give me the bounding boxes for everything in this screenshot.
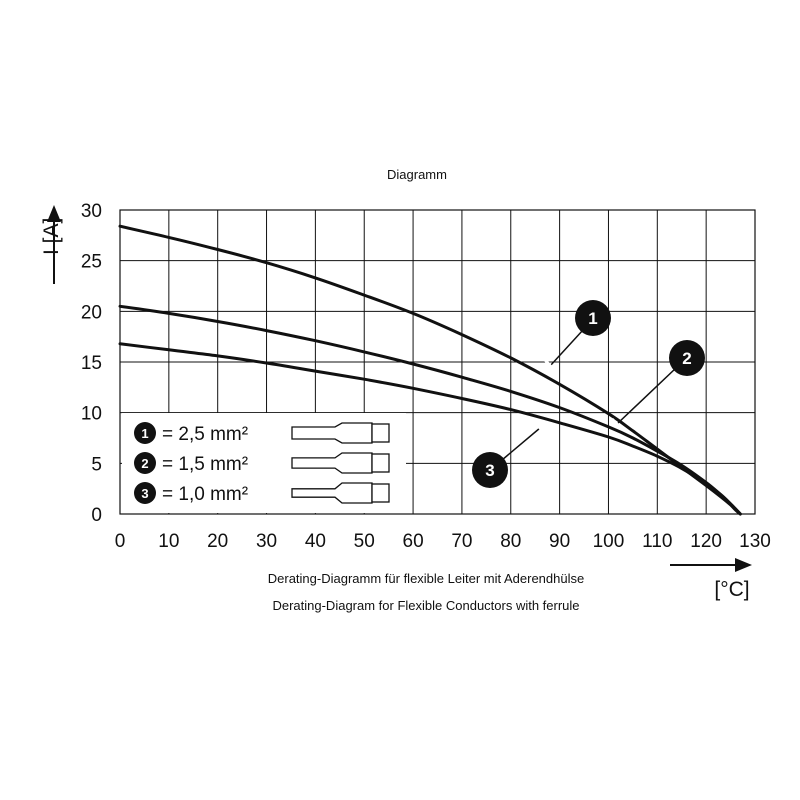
x-tick-label: 90 [549,531,570,552]
x-tick-label: 70 [451,531,472,552]
x-tick-label: 100 [593,531,625,552]
y-axis-label: I [A] [40,218,63,255]
legend-item-3: 3 = 1,0 mm² [134,482,390,505]
y-tick-label: 20 [81,302,102,323]
y-tick-label: 15 [81,353,102,374]
x-tick-label: 130 [739,531,771,552]
chart-title: Diagramm [387,167,447,182]
y-tick-label: 5 [91,454,102,475]
legend-marker [134,422,156,444]
y-tick-label: 10 [81,404,102,425]
caption-english: Derating-Diagram for Flexible Conductors… [272,598,579,613]
callout-series-2: 2 [610,340,705,431]
x-tick-labels: 0 10 20 30 40 50 60 70 80 90 100 110 120 130 [115,531,771,552]
svg-text:3: 3 [485,461,494,480]
legend-marker [134,452,156,474]
x-tick-label: 10 [158,531,179,552]
x-tick-label: 60 [403,531,424,552]
ferrule-icon [291,422,390,444]
svg-text:2: 2 [682,349,691,368]
ferrule-icon [291,452,390,474]
legend-label: = 1,5 mm² [162,454,248,475]
callout-series-3: 3 [472,422,548,488]
ferrule-icon [291,482,390,504]
x-tick-label: 110 [642,531,672,552]
legend-marker-number: 2 [141,456,148,471]
series-line-1 [118,224,742,516]
caption-german: Derating-Diagramm für flexible Leiter mi… [268,571,584,586]
legend: 1 = 2,5 mm² 2 = 1,5 mm² 3 = 1,0 mm² [134,422,390,505]
legend-item-2: 2 = 1,5 mm² [134,452,390,475]
legend-label: = 1,0 mm² [162,484,248,505]
x-tick-label: 20 [207,531,228,552]
y-tick-label: 30 [81,201,102,222]
legend-item-1: 1 = 2,5 mm² [134,422,390,445]
y-tick-labels: 0 5 10 15 20 25 30 [81,201,102,526]
series-line-3 [118,342,742,516]
x-axis-arrow [670,558,752,572]
x-tick-label: 40 [305,531,326,552]
legend-marker-number: 3 [141,486,148,501]
legend-marker [134,482,156,504]
curves [118,224,742,516]
x-tick-label: 50 [354,531,375,552]
y-tick-label: 25 [81,252,102,273]
legend-marker-number: 1 [141,426,148,441]
x-tick-label: 30 [256,531,277,552]
callout-series-1: 1 [543,300,611,373]
x-tick-label: 80 [500,531,521,552]
x-tick-label: 0 [115,531,126,552]
y-axis-arrow [47,205,61,284]
svg-text:1: 1 [588,309,597,328]
y-tick-label: 0 [91,505,102,526]
x-axis-label: [°C] [714,578,749,601]
x-tick-label: 120 [690,531,722,552]
legend-label: = 2,5 mm² [162,424,248,445]
